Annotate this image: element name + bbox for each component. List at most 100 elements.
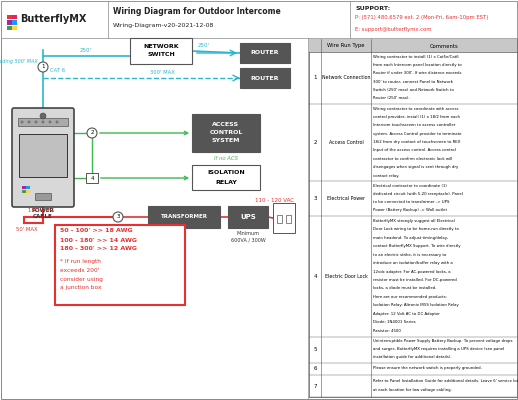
Text: 50' MAX: 50' MAX	[16, 227, 38, 232]
Bar	[55, 225, 185, 305]
Circle shape	[113, 212, 123, 222]
Bar	[148, 206, 220, 228]
Text: 3: 3	[116, 214, 120, 220]
Circle shape	[35, 120, 37, 124]
Text: If no ACS: If no ACS	[214, 156, 238, 160]
Text: Please ensure the network switch is properly grounded.: Please ensure the network switch is prop…	[373, 366, 482, 370]
Circle shape	[49, 120, 51, 124]
Bar	[86, 173, 98, 183]
Text: 1: 1	[313, 75, 316, 80]
Text: P: (571) 480.6579 ext. 2 (Mon-Fri, 6am-10pm EST): P: (571) 480.6579 ext. 2 (Mon-Fri, 6am-1…	[355, 16, 488, 20]
Text: consider using: consider using	[60, 276, 103, 282]
Circle shape	[21, 120, 23, 124]
Text: Here are our recommended products:: Here are our recommended products:	[373, 295, 447, 299]
Bar	[22, 186, 25, 189]
Bar	[7, 26, 11, 30]
Text: 5: 5	[313, 347, 316, 352]
Circle shape	[41, 120, 45, 124]
Circle shape	[40, 113, 46, 119]
Text: contact relay.: contact relay.	[373, 174, 399, 178]
Text: resistor must be installed. For DC-powered: resistor must be installed. For DC-power…	[373, 278, 457, 282]
Bar	[277, 215, 282, 223]
Text: Intercom touchscreen to access controller: Intercom touchscreen to access controlle…	[373, 124, 455, 128]
Text: Adapter: 12 Volt AC to DC Adapter: Adapter: 12 Volt AC to DC Adapter	[373, 312, 440, 316]
Circle shape	[27, 120, 31, 124]
Text: Wiring-Diagram-v20-2021-12-08: Wiring-Diagram-v20-2021-12-08	[113, 24, 214, 28]
Text: main headend. To adjust timing/delay,: main headend. To adjust timing/delay,	[373, 236, 448, 240]
Text: Isolation Relay: Altronix IR5S Isolation Relay: Isolation Relay: Altronix IR5S Isolation…	[373, 303, 459, 307]
Bar	[19, 134, 67, 177]
Text: Switch (250' max) and Network Switch to: Switch (250' max) and Network Switch to	[373, 88, 454, 92]
Text: ButterflyMX strongly suggest all Electrical: ButterflyMX strongly suggest all Electri…	[373, 219, 455, 223]
Text: * If run length: * If run length	[60, 260, 101, 264]
Text: to an electric strike, it is necessary to: to an electric strike, it is necessary t…	[373, 253, 447, 257]
Text: to be connected to transformer -> UPS: to be connected to transformer -> UPS	[373, 200, 450, 204]
Text: contact ButterflyMX Support. To wire directly: contact ButterflyMX Support. To wire dir…	[373, 244, 461, 248]
Bar	[12, 26, 17, 30]
Text: Electric Door Lock: Electric Door Lock	[325, 274, 367, 279]
Text: Wiring Diagram for Outdoor Intercome: Wiring Diagram for Outdoor Intercome	[113, 6, 281, 16]
Text: 6: 6	[313, 366, 316, 372]
Text: NETWORK: NETWORK	[143, 44, 179, 48]
Text: ACCESS: ACCESS	[212, 122, 239, 128]
Text: Electrical Power: Electrical Power	[327, 196, 365, 201]
Text: 300' MAX: 300' MAX	[150, 70, 175, 75]
Bar	[286, 215, 291, 223]
Text: Wire Run Type: Wire Run Type	[327, 44, 365, 48]
Bar	[309, 39, 517, 52]
Text: TRANSFORMER: TRANSFORMER	[161, 214, 208, 220]
Bar	[22, 190, 25, 193]
Text: 3: 3	[313, 196, 316, 201]
Text: and surges, ButterflyMX requires installing a UPS device (see panel: and surges, ButterflyMX requires install…	[373, 347, 505, 351]
Text: 7: 7	[313, 384, 316, 389]
Text: 12vdc adapter. For AC-powered locks, a: 12vdc adapter. For AC-powered locks, a	[373, 270, 451, 274]
Bar	[192, 165, 260, 190]
Text: introduce an isolation/buffer relay with a: introduce an isolation/buffer relay with…	[373, 261, 453, 265]
Text: contractor to confirm electronic lock will: contractor to confirm electronic lock wi…	[373, 157, 452, 161]
Text: Access Control: Access Control	[328, 140, 363, 145]
Text: 600VA / 300W: 600VA / 300W	[231, 237, 265, 242]
Text: Router (250' max).: Router (250' max).	[373, 96, 410, 100]
Text: Router if under 300'. If wire distance exceeds: Router if under 300'. If wire distance e…	[373, 71, 462, 75]
Text: CONTROL: CONTROL	[209, 130, 243, 136]
Bar	[26, 186, 30, 189]
Text: from each Intercom panel location directly to: from each Intercom panel location direct…	[373, 63, 462, 67]
Text: POWER: POWER	[32, 208, 54, 212]
Text: 110 - 120 VAC: 110 - 120 VAC	[255, 198, 294, 203]
Text: Network Connection: Network Connection	[322, 75, 370, 80]
Text: disengages when signal is sent through dry: disengages when signal is sent through d…	[373, 165, 458, 169]
Text: exceeds 200': exceeds 200'	[60, 268, 99, 273]
Text: Wiring contractor to coordinate with access: Wiring contractor to coordinate with acc…	[373, 107, 458, 111]
Bar	[7, 15, 11, 19]
FancyBboxPatch shape	[12, 108, 74, 207]
Bar	[18, 118, 68, 126]
Text: Door Lock wiring to be home-run directly to: Door Lock wiring to be home-run directly…	[373, 227, 459, 231]
Bar	[309, 39, 517, 397]
Text: SUPPORT:: SUPPORT:	[355, 6, 390, 10]
Text: RELAY: RELAY	[215, 180, 237, 184]
Text: 18/2 AWG: 18/2 AWG	[28, 207, 54, 212]
Bar	[12, 15, 17, 19]
Text: UPS: UPS	[240, 214, 256, 220]
Circle shape	[38, 62, 48, 72]
Text: ROUTER: ROUTER	[251, 76, 279, 80]
Bar	[12, 20, 17, 25]
Text: CAT 6: CAT 6	[50, 68, 65, 73]
Text: 250': 250'	[198, 43, 210, 48]
Text: Electrical contractor to coordinate (1): Electrical contractor to coordinate (1)	[373, 184, 447, 188]
Text: locks, a diode must be installed.: locks, a diode must be installed.	[373, 286, 437, 290]
Text: Uninterruptible Power Supply Battery Backup. To prevent voltage drops: Uninterruptible Power Supply Battery Bac…	[373, 339, 512, 343]
Text: 2: 2	[90, 130, 94, 136]
Text: Diode: 1N4001 Series: Diode: 1N4001 Series	[373, 320, 415, 324]
Text: 180 - 300' >> 12 AWG: 180 - 300' >> 12 AWG	[60, 246, 137, 252]
Text: 4: 4	[313, 274, 316, 279]
Text: ButterflyMX: ButterflyMX	[21, 14, 87, 24]
Bar	[35, 193, 51, 200]
Text: SWITCH: SWITCH	[147, 52, 175, 58]
Text: E: support@butterflymx.com: E: support@butterflymx.com	[355, 26, 431, 32]
Text: 18/2 from dry contact of touchscreen to REX: 18/2 from dry contact of touchscreen to …	[373, 140, 461, 144]
Text: control provider, install (1) x 18/2 from each: control provider, install (1) x 18/2 fro…	[373, 115, 460, 119]
Text: at each location for low voltage cabling.: at each location for low voltage cabling…	[373, 388, 452, 392]
Bar	[228, 206, 268, 228]
Circle shape	[87, 128, 97, 138]
